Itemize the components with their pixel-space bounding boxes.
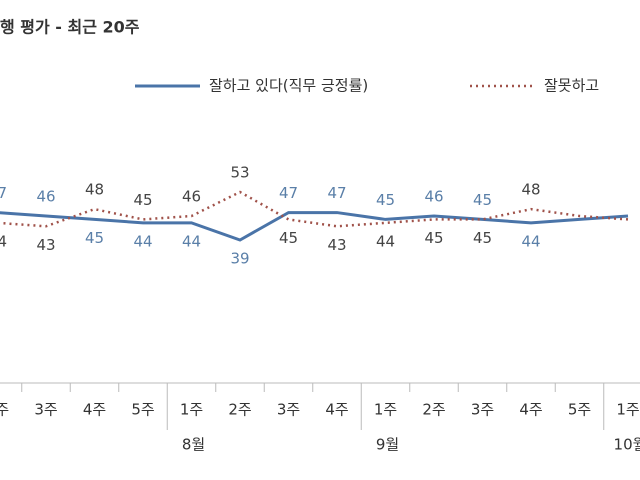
data-label: 39 bbox=[230, 250, 249, 268]
data-label: 48 bbox=[85, 181, 104, 199]
data-label: 45 bbox=[133, 191, 152, 209]
data-label: 43 bbox=[36, 236, 55, 254]
chart-title: 행 평가 - 최근 20주 bbox=[0, 18, 140, 37]
data-label: 47 bbox=[279, 184, 298, 202]
data-label: 46 bbox=[36, 188, 55, 206]
data-label: 45 bbox=[473, 191, 492, 209]
data-label: 43 bbox=[327, 236, 346, 254]
x-tick-label: 1주 bbox=[374, 401, 397, 419]
x-tick-label: 5주 bbox=[131, 401, 154, 419]
x-tick-label: 2주 bbox=[228, 401, 251, 419]
series-line bbox=[0, 211, 629, 242]
month-label: 8월 bbox=[182, 436, 205, 454]
data-label: 45 bbox=[424, 229, 443, 247]
x-tick-label: 1주 bbox=[616, 401, 639, 419]
data-label: 45 bbox=[279, 229, 298, 247]
legend-label: 잘못하고 bbox=[544, 77, 599, 95]
data-label: 46 bbox=[424, 188, 443, 206]
data-label: 45 bbox=[376, 191, 395, 209]
data-label: 44 bbox=[376, 232, 395, 250]
data-label: 48 bbox=[521, 181, 540, 199]
data-label: 44 bbox=[182, 232, 201, 250]
x-tick-label: 1주 bbox=[180, 401, 203, 419]
legend-label: 잘하고 있다(직무 긍정률) bbox=[209, 77, 368, 95]
data-label: 44 bbox=[521, 232, 540, 250]
data-label: 45 bbox=[85, 229, 104, 247]
data-label: 44 bbox=[133, 232, 152, 250]
x-tick-label: 3주 bbox=[277, 401, 300, 419]
month-label: 10월 bbox=[614, 436, 640, 454]
month-label: 9월 bbox=[376, 436, 399, 454]
x-tick-label: 2주 bbox=[422, 401, 445, 419]
data-label: 47 bbox=[0, 184, 7, 202]
data-label: 53 bbox=[230, 164, 249, 182]
data-label: 47 bbox=[327, 184, 346, 202]
x-tick-label: 3주 bbox=[34, 401, 57, 419]
x-tick-label: 3주 bbox=[471, 401, 494, 419]
x-tick-label: 4주 bbox=[83, 401, 106, 419]
x-tick-label: 2주 bbox=[0, 401, 9, 419]
x-tick-label: 5주 bbox=[568, 401, 591, 419]
x-tick-label: 4주 bbox=[325, 401, 348, 419]
data-label: 44 bbox=[0, 232, 7, 250]
data-label: 45 bbox=[473, 229, 492, 247]
data-label: 46 bbox=[182, 188, 201, 206]
series-line bbox=[0, 190, 629, 228]
x-tick-label: 4주 bbox=[519, 401, 542, 419]
